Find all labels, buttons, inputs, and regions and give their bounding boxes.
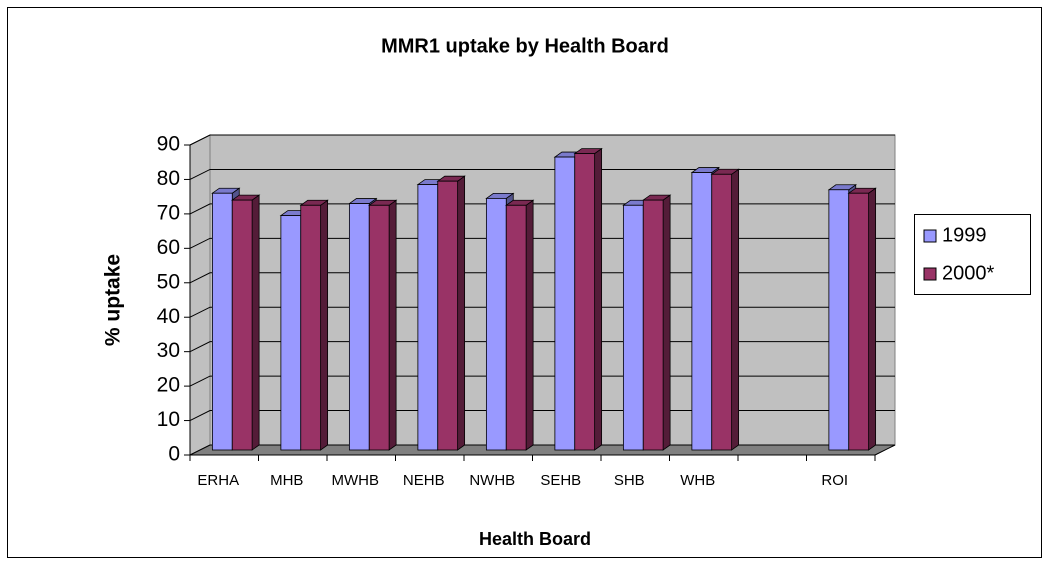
side-wall <box>189 134 211 456</box>
bar-front <box>642 199 664 451</box>
legend-box <box>914 214 1031 295</box>
bar-front <box>211 192 233 451</box>
y-tick-label: 0 <box>168 443 180 466</box>
bar-front <box>554 156 576 451</box>
bar-front <box>505 204 527 451</box>
bar-side <box>251 194 260 451</box>
x-tick-label: WHB <box>680 472 715 489</box>
y-tick-label: 80 <box>157 167 180 190</box>
bar-side <box>525 199 534 451</box>
bar <box>847 187 877 451</box>
bar <box>642 194 672 451</box>
bar <box>573 147 603 451</box>
x-tick-label: NEHB <box>403 472 445 489</box>
x-tick-label: ROI <box>821 472 848 489</box>
x-tick-label: ERHA <box>197 472 239 489</box>
x-axis-back <box>874 444 896 456</box>
y-tick-label: 40 <box>157 305 180 328</box>
y-tick-label: 20 <box>157 374 180 397</box>
bar-side <box>388 199 397 451</box>
bar-front <box>231 199 253 451</box>
x-tick-label: NWHB <box>469 472 515 489</box>
grid-line <box>189 134 895 146</box>
bar <box>299 199 329 451</box>
bar-front <box>574 153 596 451</box>
chart-title: MMR1 uptake by Health Board <box>381 35 669 57</box>
bar-front <box>485 197 507 451</box>
legend-label: 2000* <box>942 262 994 284</box>
bar <box>436 175 466 451</box>
bar-front <box>828 189 850 451</box>
bar-side <box>731 168 740 451</box>
bar <box>368 199 398 451</box>
bar-front <box>280 215 302 451</box>
y-tick-label: 60 <box>157 236 180 259</box>
y-tick-label: 10 <box>157 408 180 431</box>
y-axis-label: % uptake <box>102 254 125 346</box>
bar-front <box>437 180 459 451</box>
x-tick-label: MWHB <box>332 472 380 489</box>
bar-side <box>457 175 466 451</box>
legend-swatch <box>923 267 937 281</box>
bar-side <box>594 147 603 451</box>
x-tick-label: SEHB <box>540 472 581 489</box>
bar-side <box>868 187 877 451</box>
bar <box>710 168 740 451</box>
bar-front <box>622 204 644 451</box>
y-tick-label: 90 <box>157 133 180 156</box>
x-axis-label: Health Board <box>479 529 591 549</box>
bar <box>231 194 261 451</box>
bar-front <box>417 184 439 451</box>
x-tick-label: SHB <box>614 472 645 489</box>
x-tick-label: MHB <box>270 472 303 489</box>
bar-front <box>368 204 390 451</box>
bar-front <box>348 203 370 451</box>
bar-front <box>300 204 322 451</box>
bar-side <box>662 194 671 451</box>
legend-label: 1999 <box>942 224 987 246</box>
bar-front <box>848 192 870 451</box>
y-tick-label: 70 <box>157 201 180 224</box>
grid-line <box>189 168 895 180</box>
bar <box>505 199 535 451</box>
legend-swatch <box>923 229 937 243</box>
bar-front <box>691 172 713 451</box>
bar-front <box>711 173 733 451</box>
y-tick-label: 50 <box>157 270 180 293</box>
bar-side <box>320 199 329 451</box>
y-tick-label: 30 <box>157 339 180 362</box>
